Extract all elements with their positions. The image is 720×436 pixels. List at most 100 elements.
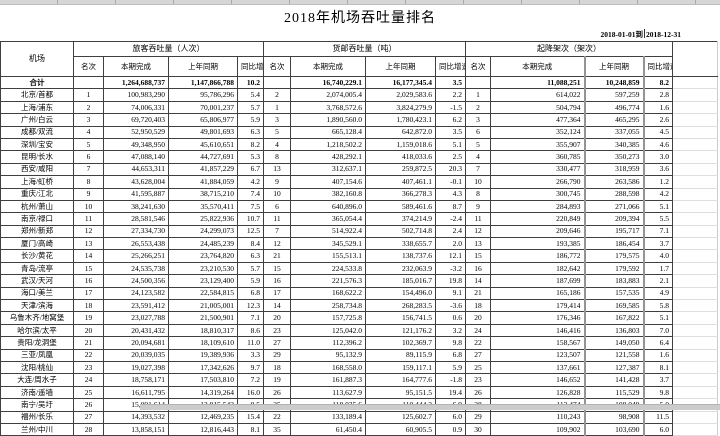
cell-pax-current[interactable]: 47,088,140 — [103, 150, 169, 164]
cell-airport[interactable]: 成都/双流 — [0, 125, 74, 139]
cell-airport[interactable]: 三亚/凤凰 — [0, 348, 74, 363]
cell-pax-rank[interactable]: 16 — [73, 274, 104, 288]
cell-mov-yoy[interactable]: 4.9 — [643, 286, 673, 301]
cell-pax-previous[interactable]: 24,299,073 — [168, 224, 238, 239]
cell-cargo-current[interactable]: 16,740,229.1 — [290, 75, 366, 90]
cell-pax-yoy[interactable]: 7.2 — [237, 373, 264, 387]
cell-mov-previous[interactable]: 167,822 — [583, 311, 645, 325]
cell-pax-yoy[interactable]: 8.6 — [237, 323, 264, 338]
cell-cargo-previous[interactable]: 164,777.6 — [365, 373, 436, 387]
cell-cargo-current[interactable]: 407,154.6 — [290, 175, 366, 189]
cell-mov-previous[interactable]: 136,803 — [583, 323, 645, 338]
cell-cargo-previous[interactable]: 138,737.6 — [365, 249, 436, 263]
cell-cargo-previous[interactable]: 232,063.9 — [365, 261, 436, 276]
cell-mov-yoy[interactable]: 7.0 — [643, 323, 673, 338]
cell-cargo-yoy[interactable]: -2.4 — [435, 212, 466, 226]
cell-cargo-yoy[interactable]: 5.1 — [435, 137, 466, 152]
cell-mov-yoy[interactable]: 8.2 — [643, 75, 673, 90]
cell-mov-current[interactable]: 126,828 — [490, 385, 585, 400]
cell-cargo-previous[interactable]: 1,780,423.1 — [365, 113, 436, 127]
cell-cargo-previous[interactable]: 418,033.6 — [365, 150, 436, 164]
cell-pax-rank[interactable]: 7 — [73, 162, 104, 177]
cell-mov-previous[interactable]: 465,295 — [583, 113, 645, 127]
cell-pax-current[interactable]: 13,858,151 — [103, 422, 169, 436]
cell-cargo-previous[interactable]: 121,176.2 — [365, 323, 436, 338]
cell-cargo-current[interactable]: 113,627.9 — [290, 385, 366, 400]
cell-pax-current[interactable]: 19,027,398 — [103, 360, 169, 375]
cell-mov-rank[interactable]: 12 — [465, 224, 491, 239]
cell-airport[interactable]: 济南/遥墙 — [0, 385, 74, 400]
cell-mov-previous[interactable]: 288,598 — [583, 187, 645, 201]
cell-cargo-yoy[interactable]: -3.2 — [435, 261, 466, 276]
cell-cargo-yoy[interactable]: 5.9 — [435, 360, 466, 375]
cell-pax-current[interactable]: 24,500,356 — [103, 274, 169, 288]
cell-airport[interactable]: 乌鲁木齐/地窝堡 — [0, 311, 74, 325]
cell-airport[interactable]: 福州/长乐 — [0, 410, 74, 424]
cell-cargo-yoy[interactable]: -1.8 — [435, 373, 466, 387]
cell-cargo-rank[interactable]: 4 — [263, 137, 291, 152]
cell-cargo-previous[interactable]: 3,824,279.9 — [365, 100, 436, 115]
cell-pax-rank[interactable]: 4 — [73, 125, 104, 139]
cell-pax-rank[interactable]: 11 — [73, 212, 104, 226]
cell-mov-previous[interactable]: 127,387 — [583, 360, 645, 375]
cell-mov-rank[interactable]: 23 — [465, 373, 491, 387]
cell-pax-previous[interactable]: 65,806,977 — [168, 113, 238, 127]
cell-pax-current[interactable]: 28,581,546 — [103, 212, 169, 226]
cell-mov-current[interactable]: 158,567 — [490, 336, 585, 350]
cell-mov-previous[interactable]: 149,050 — [583, 336, 645, 350]
cell-cargo-current[interactable]: 382,160.8 — [290, 187, 366, 201]
cell-cargo-yoy[interactable]: 6.0 — [435, 410, 466, 424]
cell-cargo-rank[interactable]: 22 — [263, 410, 291, 424]
cell-pax-yoy[interactable]: 5.4 — [237, 88, 264, 102]
cell-pax-rank[interactable]: 1 — [73, 88, 104, 102]
cell-pax-yoy[interactable]: 5.7 — [237, 100, 264, 115]
cell-pax-previous[interactable]: 25,822,936 — [168, 212, 238, 226]
cell-cargo-rank[interactable]: 16 — [263, 274, 291, 288]
cell-pax-rank[interactable]: 21 — [73, 336, 104, 350]
cell-mov-yoy[interactable]: 9.8 — [643, 385, 673, 400]
cell-pax-current[interactable]: 27,334,730 — [103, 224, 169, 239]
cell-cargo-current[interactable]: 312,637.1 — [290, 162, 366, 177]
cell-airport[interactable]: 南京/禄口 — [0, 212, 74, 226]
cell-pax-previous[interactable]: 23,129,400 — [168, 274, 238, 288]
cell-airport[interactable]: 北京/首都 — [0, 88, 74, 102]
cell-mov-rank[interactable]: 3 — [465, 113, 491, 127]
cell-mov-previous[interactable]: 337,055 — [583, 125, 645, 139]
cell-pax-rank[interactable]: 9 — [73, 187, 104, 201]
cell-airport[interactable]: 上海/浦东 — [0, 100, 74, 115]
cell-pax-current[interactable]: 25,266,251 — [103, 249, 169, 263]
cell-mov-rank[interactable]: 22 — [465, 336, 491, 350]
cell-airport[interactable]: 青岛/流亭 — [0, 261, 74, 276]
cell-pax-yoy[interactable]: 3.3 — [237, 348, 264, 363]
cell-pax-rank[interactable]: 25 — [73, 385, 104, 400]
cell-pax-previous[interactable]: 24,485,239 — [168, 237, 238, 251]
cell-mov-rank[interactable]: 8 — [465, 187, 491, 201]
cell-pax-current[interactable]: 1,264,688,737 — [103, 75, 169, 90]
cell-pax-current[interactable]: 18,758,171 — [103, 373, 169, 387]
cell-pax-previous[interactable]: 38,715,210 — [168, 187, 238, 201]
cell-cargo-current[interactable]: 258,734.8 — [290, 299, 366, 313]
cell-pax-yoy[interactable]: 12.5 — [237, 224, 264, 239]
cell-cargo-current[interactable]: 224,533.8 — [290, 261, 366, 276]
cell-cargo-yoy[interactable]: -0.1 — [435, 175, 466, 189]
cell-mov-rank[interactable]: 24 — [465, 323, 491, 338]
cell-airport[interactable]: 郑州/新郑 — [0, 224, 74, 239]
cell-pax-previous[interactable]: 14,319,264 — [168, 385, 238, 400]
cell-mov-previous[interactable]: 103,690 — [583, 422, 645, 436]
cell-pax-rank[interactable]: 12 — [73, 224, 104, 239]
cell-mov-rank[interactable]: 30 — [465, 422, 491, 436]
cell-mov-rank[interactable]: 18 — [465, 299, 491, 313]
cell-pax-rank[interactable] — [73, 75, 104, 90]
cell-cargo-current[interactable]: 168,558.0 — [290, 360, 366, 375]
cell-pax-yoy[interactable]: 16.0 — [237, 385, 264, 400]
cell-cargo-current[interactable]: 365,054.4 — [290, 212, 366, 226]
cell-mov-rank[interactable]: 14 — [465, 274, 491, 288]
cell-cargo-rank[interactable]: 2 — [263, 88, 291, 102]
cell-pax-yoy[interactable]: 5.7 — [237, 261, 264, 276]
cell-pax-yoy[interactable]: 7.5 — [237, 199, 264, 214]
cell-pax-current[interactable]: 43,628,004 — [103, 175, 169, 189]
cell-cargo-current[interactable]: 161,887.3 — [290, 373, 366, 387]
cell-mov-yoy[interactable]: 3.7 — [643, 237, 673, 251]
cell-cargo-rank[interactable]: 35 — [263, 422, 291, 436]
cell-mov-yoy[interactable]: 5.1 — [643, 311, 673, 325]
